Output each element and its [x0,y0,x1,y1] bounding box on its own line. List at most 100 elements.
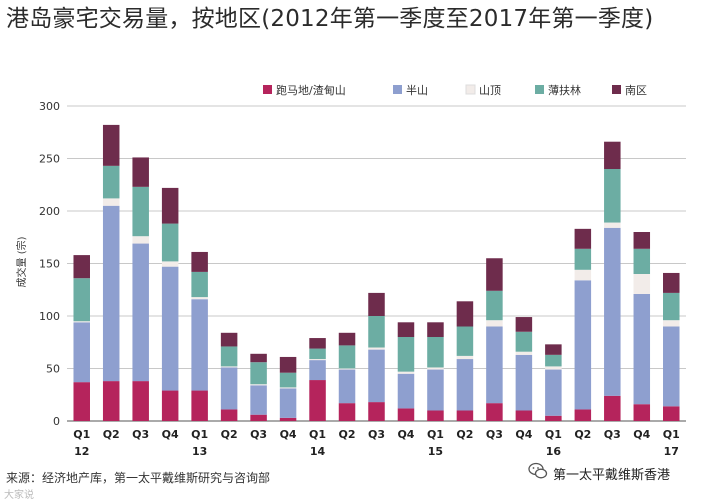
x-year-14: 14 [310,445,326,458]
bar-segment-0-0 [73,382,90,421]
bar-segment-12-2 [427,367,444,370]
bar-segment-7-4 [279,356,297,373]
x-tick-16: Q1 [545,428,562,441]
bar-segment-18-2 [604,222,621,228]
bar-segment-2-0 [132,381,149,421]
x-year-13: 13 [192,445,207,458]
bar-segment-5-1 [220,367,238,410]
x-tick-1: Q2 [103,428,120,441]
bar-segment-11-0 [397,408,415,421]
bar-segment-16-3 [545,354,562,367]
bar-segment-13-2 [456,355,474,360]
bar-segment-17-4 [574,228,592,249]
x-tick-18: Q3 [604,428,621,441]
x-year-15: 15 [428,445,443,458]
bar-segment-0-3 [73,278,90,322]
bar-segment-1-1 [102,205,120,382]
bar-segment-8-2 [309,359,326,361]
bar-segment-18-3 [604,169,621,223]
source-note: 来源：经济地产库，第一太平戴维斯研究与咨询部 [6,471,271,485]
bar-segment-1-3 [102,165,120,199]
bar-segment-16-1 [545,369,562,416]
y-tick-labels: 0 50 100 150 200 250 300 [39,100,60,428]
bar-segment-5-3 [220,346,238,367]
bar-segment-8-0 [309,380,326,421]
bar-segment-18-1 [604,227,621,396]
bar-segment-12-4 [427,322,444,337]
bar-segment-1-2 [102,198,120,206]
bar-segment-9-1 [338,369,356,404]
x-tick-12: Q1 [427,428,444,441]
bar-segment-11-1 [397,373,415,409]
x-tick-5: Q2 [221,428,238,441]
bar-segment-11-2 [397,371,415,374]
legend-swatch-1 [393,85,402,94]
bar-segment-10-0 [368,402,385,421]
legend: 跑马地/渣甸山 半山 山顶 薄扶林 南区 [263,83,647,97]
bar-segment-7-0 [279,417,297,421]
bar-segment-12-3 [427,337,444,368]
legend-swatch-0 [263,85,272,94]
y-tick-150: 150 [39,258,60,271]
bar-segment-18-4 [604,141,621,169]
x-tick-20: Q1 [663,428,680,441]
bar-segment-2-2 [132,236,149,244]
y-axis-label-group: 成交量 (宗) [15,236,28,287]
bar-segment-8-1 [309,360,326,381]
x-tick-3: Q4 [162,428,179,441]
x-tick-13: Q2 [456,428,473,441]
bar-segment-16-4 [545,344,562,355]
bar-segment-13-0 [456,410,474,421]
y-tick-100: 100 [39,310,60,323]
bar-segment-3-0 [161,390,179,421]
bar-segment-1-4 [102,124,120,166]
bar-segment-3-1 [161,266,179,391]
watermark-name: 第一太平戴维斯香港 [553,468,671,483]
bar-segment-14-0 [486,403,503,421]
x-tick-8: Q1 [309,428,326,441]
bar-segment-6-0 [250,414,267,421]
bar-segment-17-3 [574,248,592,270]
bar-segment-15-4 [515,317,533,332]
x-tick-labels: Q1 Q2 Q3 Q4 Q1 Q2 Q3 Q4 Q1 Q2 Q3 Q4 Q1 Q2 Q3 Q4 Q1 Q2 Q3 Q4… [73,428,680,458]
bar-segment-17-0 [574,409,592,421]
x-tick-19: Q4 [633,428,650,441]
bar-segment-12-1 [427,369,444,411]
bar-segment-20-3 [663,292,680,321]
bars [73,124,680,421]
y-tick-300: 300 [39,100,60,113]
x-year-12: 12 [74,445,89,458]
bar-segment-16-0 [545,415,562,421]
bar-segment-8-3 [309,348,326,360]
bar-segment-4-2 [191,297,208,300]
y-tick-250: 250 [39,153,60,166]
bar-segment-6-4 [250,353,267,363]
bar-segment-20-0 [663,406,680,421]
x-tick-2: Q3 [132,428,149,441]
x-tick-15: Q4 [515,428,532,441]
bar-segment-9-0 [338,403,356,421]
bar-segment-5-0 [220,409,238,421]
bar-segment-4-4 [191,251,208,272]
y-tick-0: 0 [53,415,60,428]
bar-segment-9-2 [338,368,356,370]
legend-label-0: 跑马地/渣甸山 [276,83,346,97]
bar-segment-6-1 [250,385,267,415]
bar-segment-0-2 [73,321,90,323]
x-tick-17: Q2 [574,428,591,441]
bar-segment-6-2 [250,384,267,386]
chart-title: 港岛豪宅交易量，按地区(2012年第一季度至2017年第一季度) [6,6,654,32]
bar-segment-18-0 [604,395,621,421]
bar-segment-4-1 [191,299,208,391]
bar-segment-4-0 [191,390,208,421]
bar-segment-19-2 [633,274,651,294]
bar-segment-3-3 [161,223,179,262]
y-tick-50: 50 [46,363,60,376]
bar-segment-17-1 [574,280,592,410]
bar-segment-13-3 [456,326,474,356]
bar-segment-10-2 [368,347,385,350]
x-tick-9: Q2 [339,428,356,441]
bar-segment-15-0 [515,410,533,421]
bar-segment-10-4 [368,292,385,316]
